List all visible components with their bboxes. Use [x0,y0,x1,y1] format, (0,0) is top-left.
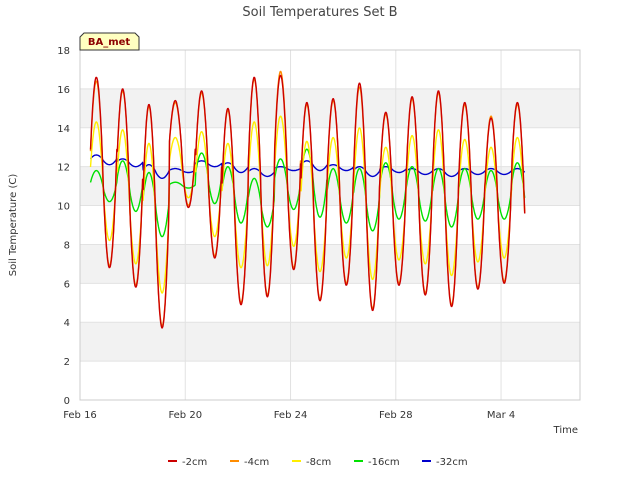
x-axis-label: Time [553,425,578,436]
series-line-minus-32cm [89,154,526,179]
legend-label: -8cm [306,457,331,468]
legend: -2cm -4cm -8cm -16cm -32cm [168,457,468,468]
plot-band [80,244,580,284]
y-axis-ticks: 0 2 4 6 8 10 12 14 16 18 [57,46,70,407]
y-tick-label: 8 [64,240,70,251]
plot-band [80,283,580,323]
site-badge: BA_met [79,32,140,51]
x-tick-label: Mar 4 [487,410,515,421]
legend-label: -16cm [368,457,400,468]
plot-band [80,361,580,400]
series-line-minus-2cm [89,74,526,329]
plot-background [80,50,580,400]
chart-title: Soil Temperatures Set B [242,5,397,20]
x-tick-label: Feb 20 [168,410,202,421]
legend-label: -32cm [436,457,468,468]
y-tick-label: 6 [64,279,70,290]
plot-frame [79,49,581,401]
y-tick-label: 10 [57,202,70,213]
y-tick-label: 2 [64,357,70,368]
plot-band [80,322,580,362]
site-badge-label: BA_met [88,37,131,48]
y-tick-label: 12 [57,163,70,174]
x-tick-label: Feb 28 [379,410,413,421]
series-line-minus-8cm [89,115,526,294]
y-tick-label: 18 [57,46,70,57]
y-tick-label: 4 [64,318,70,329]
series-layer [89,70,526,329]
x-tick-label: Feb 24 [274,410,308,421]
y-tick-label: 0 [64,396,70,407]
legend-label: -4cm [244,457,269,468]
y-tick-label: 16 [57,85,70,96]
series-line-minus-16cm [89,148,526,238]
x-tick-label: Feb 16 [63,410,97,421]
plot-band [80,50,580,89]
site-badge-box [79,32,140,51]
y-tick-label: 14 [57,124,70,135]
plot-band [80,205,580,245]
y-axis-label: Soil Temperature (C) [8,174,19,277]
x-axis-ticks: Feb 16 Feb 20 Feb 24 Feb 28 Mar 4 [63,410,515,421]
legend-label: -2cm [182,457,207,468]
